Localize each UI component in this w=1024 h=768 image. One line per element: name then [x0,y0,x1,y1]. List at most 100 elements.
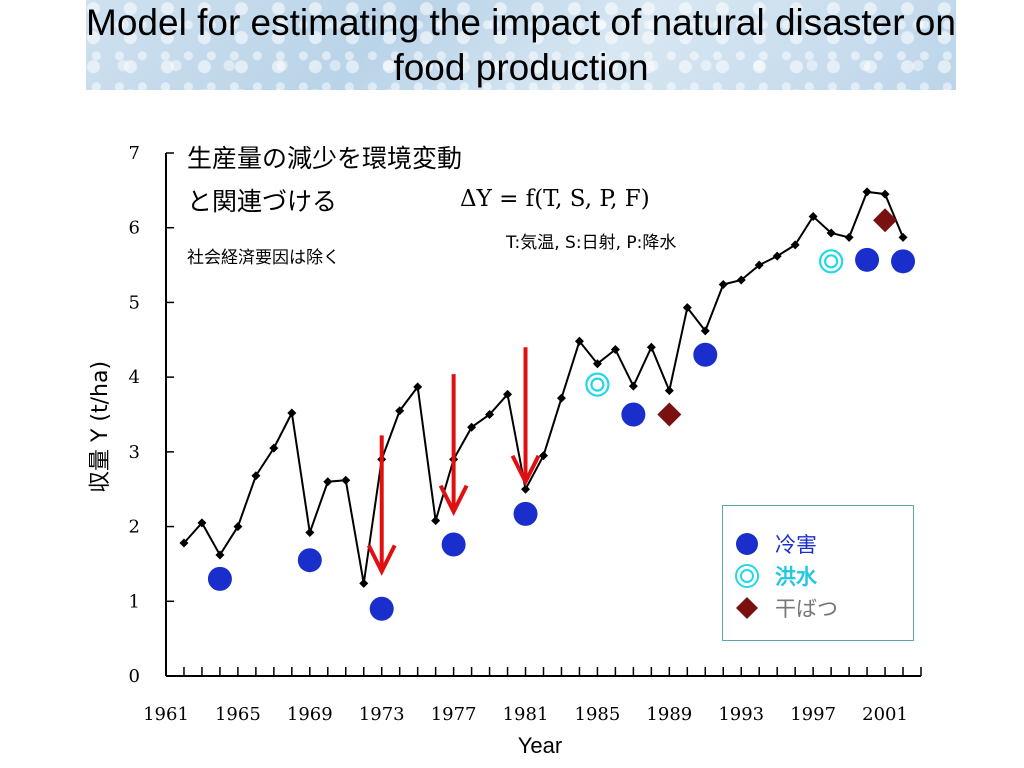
data-point [898,232,908,242]
data-point [197,518,207,528]
annotation-line-2: と関連づける [187,187,338,216]
cold-damage-marker [369,596,394,621]
x-tick-label: 1981 [503,704,549,725]
data-point [431,516,441,526]
cold-damage-marker [693,342,718,367]
data-point [700,326,710,336]
flood-inner-ring [824,254,839,269]
y-tick-label: 7 [129,143,140,164]
decline-arrows [366,347,541,576]
data-point [628,381,638,391]
data-point [467,422,477,432]
x-tick-label: 1973 [359,704,405,725]
x-tick-label: 1993 [718,704,764,725]
yield-series [179,187,908,588]
y-tick-label: 6 [129,218,140,239]
cold-damage-marker [513,501,538,526]
y-axis-label: 収量 Y (t/ha) [88,360,113,494]
flood-outer-ring [585,372,610,397]
model-formula: ΔY = f(T, S, P, F) [460,186,650,212]
decline-arrow [366,435,397,576]
variable-definitions: T:気温, S:日射, P:降水 [506,233,677,253]
legend-label: 洪水 [775,565,817,589]
data-point [251,471,261,481]
annotation-line-1: 生産量の減少を環境変動 [187,144,463,173]
flood-marker [585,372,610,397]
slide-title: Model for estimating the impact of natur… [86,2,956,88]
data-point [539,451,548,461]
arrow-head [510,454,541,487]
data-point [862,187,872,197]
legend-label: 干ばつ [775,597,838,621]
title-banner [86,0,956,90]
y-tick-label: 0 [129,666,140,687]
data-point [179,538,189,548]
filled-circle-icon [736,533,758,555]
data-point [323,477,333,487]
flood-marker [819,249,844,274]
diamond-icon [736,597,758,619]
arrow-head [438,484,469,517]
cold-damage-marker [621,402,646,427]
cold-damage-marker [855,247,880,272]
data-point [844,232,854,242]
data-point [215,550,225,560]
data-point [521,484,531,494]
x-tick-label: 1989 [646,704,692,725]
double-circle-icon [735,564,759,588]
y-tick-label: 2 [129,517,140,538]
data-point [413,382,423,392]
legend-item-drought: 干ばつ [733,592,838,624]
data-point [880,189,890,199]
data-point [610,344,620,354]
drought-marker [873,208,898,233]
cold-damage-marker [297,548,322,573]
flood-outer-ring [819,249,844,274]
legend-item-cold-damage: 冷害 [733,528,817,560]
legend: 冷害 洪水 干ばつ [722,505,914,641]
data-point [556,393,566,403]
x-axis-label: Year [517,733,563,758]
y-tick-label: 1 [129,591,140,612]
data-point [808,212,818,222]
data-point [359,578,369,588]
legend-item-flood: 洪水 [733,560,817,592]
x-tick-label: 1961 [143,704,189,725]
event-markers [207,208,916,621]
x-tick-label: 1985 [575,704,621,725]
data-point [233,522,243,532]
x-tick-label: 1977 [431,704,477,725]
data-point [826,228,836,238]
data-point [718,279,728,289]
x-tick-label: 1969 [287,704,333,725]
arrow-head [366,544,397,576]
y-tick-label: 4 [129,367,140,388]
chart-axes: 0 1 2 3 4 5 6 7 1961 1965 1969 1973 1977 1981 1985 1989… [129,143,922,725]
decline-arrow [510,347,541,487]
data-point [287,408,297,418]
data-point [736,275,746,285]
data-point [305,528,315,538]
y-tick-label: 3 [129,442,140,463]
cold-damage-marker [891,249,916,274]
data-point [646,342,656,352]
data-point [790,240,800,250]
cold-damage-marker [441,532,466,557]
annotation-exclusion: 社会経済要因は除く [187,248,340,268]
data-point [503,389,513,399]
data-point [341,475,351,485]
data-point [395,406,405,416]
data-point [592,359,602,369]
decline-arrow [438,374,469,517]
data-point [682,303,692,313]
x-tick-label: 2001 [862,704,908,725]
x-tick-label: 1965 [215,704,261,725]
data-point [772,251,782,261]
legend-label: 冷害 [775,533,817,557]
data-point [485,410,495,419]
drought-marker [657,402,682,427]
flood-inner-ring [590,377,605,392]
x-tick-label: 1997 [790,704,836,725]
data-point [269,443,279,453]
